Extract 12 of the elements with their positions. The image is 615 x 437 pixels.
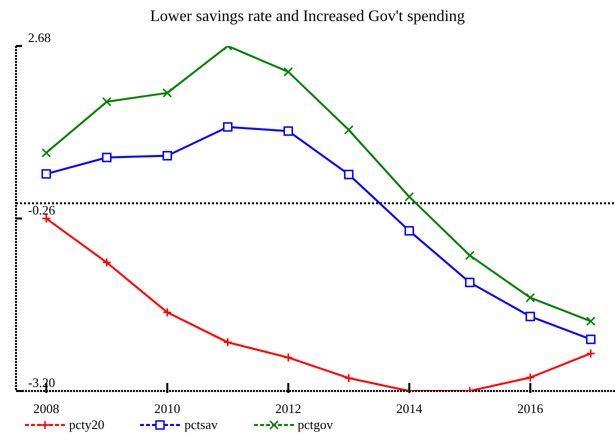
x-tick-label: 2014 [396, 401, 423, 416]
y-tick-label: -3.20 [28, 375, 56, 390]
legend-label: pctsav [184, 417, 218, 433]
x-tick-label: 2008 [33, 401, 60, 416]
x-tick-label: 2010 [154, 401, 180, 416]
y-tick-label: 2.68 [28, 30, 51, 45]
x-tick-label: 2016 [517, 401, 544, 416]
legend-label: pctgov [298, 417, 333, 433]
y-tick-label: -0.26 [28, 202, 56, 218]
chart-title: Lower savings rate and Increased Gov't spending [149, 8, 466, 26]
x-tick-label: 2012 [275, 401, 302, 416]
legend-label: pcty20 [69, 417, 104, 433]
